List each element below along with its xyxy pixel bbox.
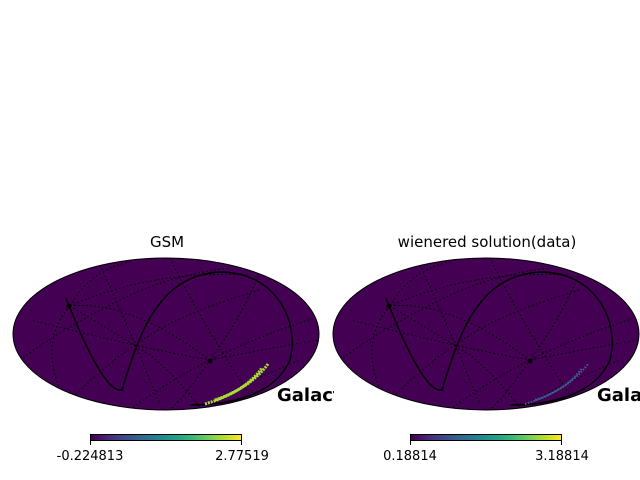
pole-marker (527, 358, 533, 364)
colorbar (90, 434, 242, 441)
colorbar-tick (241, 441, 242, 445)
mollweide-map (12, 257, 320, 411)
mollweide-map (332, 257, 640, 411)
feature-band (204, 363, 270, 406)
pole-marker (207, 358, 213, 364)
colorbar-min-label: -0.224813 (56, 449, 124, 464)
colorbar-max-label: 2.77519 (215, 449, 269, 464)
galactic-plane (65, 271, 293, 406)
colorbar-tick (410, 441, 411, 445)
colorbar-min-label: 0.18814 (383, 449, 437, 464)
coordinate-system-label: Galactic (597, 385, 640, 406)
colorbar-tick (90, 441, 91, 445)
pole-marker (66, 303, 72, 309)
colorbar-max-label: 3.18814 (535, 449, 589, 464)
map-panel-gsm: GSM (12, 233, 334, 464)
galactic-plane (385, 271, 613, 406)
coordinate-system-label: Galactic (277, 385, 334, 406)
map-title: GSM (149, 233, 185, 251)
colorbar-tick (561, 441, 562, 445)
feature-band (524, 363, 589, 405)
map-panel-wienered: wienered solution(data) (320, 0, 640, 480)
pole-marker (386, 303, 392, 309)
sky-map-ellipse (332, 257, 640, 411)
sky-map-ellipse (12, 257, 320, 411)
colorbar (410, 434, 562, 441)
map-title: wienered solution(data) (397, 233, 577, 251)
